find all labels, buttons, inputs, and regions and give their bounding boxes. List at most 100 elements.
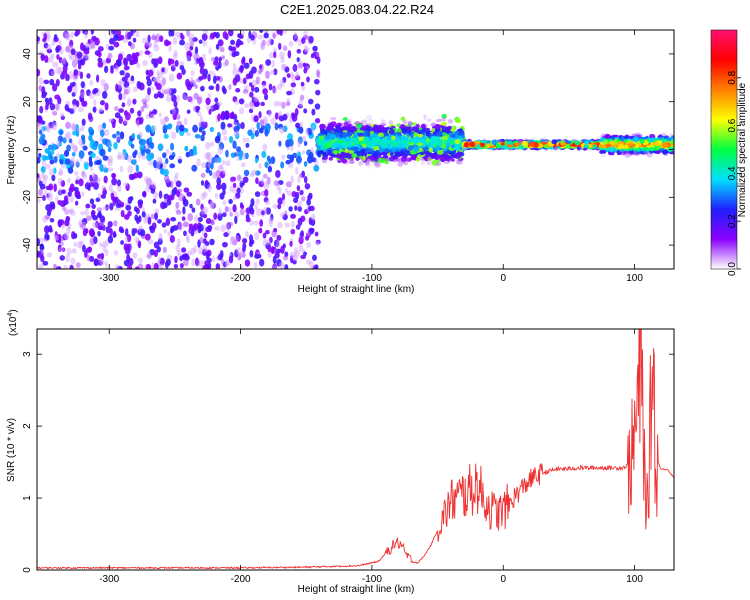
heatmap-cell (147, 34, 151, 43)
heatmap-cell (200, 180, 205, 186)
heatmap-cell (273, 227, 278, 233)
heatmap-cell (206, 152, 213, 161)
heatmap-cell (66, 226, 71, 235)
heatmap-cell (111, 173, 116, 179)
heatmap-cell (436, 161, 442, 167)
heatmap-cell (46, 48, 53, 54)
heatmap-cell (157, 72, 164, 79)
heatmap-cell (232, 68, 238, 76)
heatmap-cell (357, 132, 365, 138)
heatmap-cell (368, 118, 374, 124)
heatmap-cell (159, 162, 164, 169)
heatmap-cell (263, 206, 268, 216)
heatmap-cell (202, 244, 208, 253)
heatmap-cell (102, 245, 107, 253)
heatmap-cell (310, 53, 315, 59)
heatmap-cell (267, 252, 272, 258)
heatmap-cell (172, 36, 178, 45)
heatmap-cell (172, 53, 178, 60)
heatmap-cell (215, 102, 220, 111)
heatmap-cell (113, 34, 119, 42)
heatmap-cell (284, 187, 289, 193)
heatmap-cell (64, 104, 69, 112)
heatmap-cell (199, 66, 205, 75)
heatmap-cell (202, 213, 208, 219)
heatmap-cell (38, 152, 42, 158)
heatmap-cell (229, 185, 234, 192)
heatmap-cell (88, 228, 95, 237)
heatmap-cell (44, 123, 51, 131)
heatmap-cell (173, 263, 179, 269)
heatmap-cell (57, 233, 62, 240)
heatmap-cell (142, 190, 147, 198)
heatmap-cell (209, 141, 215, 147)
heatmap-cell (134, 236, 140, 243)
heatmap-cell (271, 264, 277, 269)
heatmap-cell (197, 246, 204, 255)
heatmap-cell (45, 185, 52, 191)
heatmap-cell (171, 94, 177, 103)
heatmap-cell (101, 185, 106, 191)
heatmap-cell (123, 88, 129, 95)
heatmap-cell (136, 62, 141, 69)
heatmap-cell (351, 126, 356, 131)
heatmap-cell (347, 131, 353, 137)
heatmap-cell (89, 40, 96, 49)
heatmap-cell (300, 215, 306, 222)
heatmap-cell (189, 96, 194, 104)
heatmap-cell (193, 223, 199, 231)
heatmap-cell (100, 252, 105, 260)
heatmap-cell (285, 181, 292, 188)
heatmap-cell (303, 67, 308, 74)
heatmap-cell (297, 176, 301, 184)
heatmap-cell (167, 231, 172, 237)
heatmap-cell (217, 212, 223, 221)
heatmap-cell (240, 65, 244, 74)
heatmap-cell (145, 40, 150, 47)
heatmap-cell (202, 238, 207, 244)
heatmap-cell (391, 146, 397, 153)
heatmap-cell (129, 107, 135, 114)
heatmap-cell (144, 176, 149, 183)
heatmap-cell (137, 257, 143, 264)
heatmap-cell (168, 58, 175, 65)
heatmap-cell (149, 113, 156, 120)
heatmap-cell (435, 154, 441, 160)
heatmap-cell (85, 54, 90, 61)
heatmap-cell (268, 236, 273, 244)
heatmap-cell (440, 158, 445, 162)
heatmap-cell (310, 227, 315, 233)
y-tick-label: 0 (22, 567, 33, 573)
heatmap-cell (266, 155, 271, 162)
heatmap-cell (235, 232, 241, 240)
heatmap-cell (397, 157, 402, 163)
heatmap-cell (99, 109, 105, 115)
heatmap-cell (284, 66, 290, 73)
heatmap-cell (219, 46, 225, 53)
heatmap-cell (359, 160, 365, 165)
heatmap-cell (300, 230, 304, 237)
snr-series-line (37, 329, 674, 570)
heatmap-cell (92, 174, 98, 183)
heatmap-cell (335, 125, 341, 130)
heatmap-cell (81, 137, 86, 145)
heatmap-cell (111, 120, 116, 129)
heatmap-x-ticks: -300 -200 -100 0 100 (99, 30, 643, 284)
heatmap-cell (154, 58, 159, 66)
heatmap-cell (194, 84, 198, 89)
heatmap-cell (303, 44, 308, 53)
heatmap-cell (447, 119, 454, 124)
heatmap-cell (210, 219, 215, 226)
heatmap-cell (76, 70, 82, 76)
heatmap-cell (669, 133, 673, 139)
heatmap-cell (56, 54, 60, 60)
heatmap-cell (202, 191, 208, 198)
heatmap-cell (272, 204, 278, 209)
heatmap-cell (88, 42, 93, 50)
heatmap-cell (600, 137, 604, 143)
heatmap-cell (131, 174, 136, 180)
heatmap-cell (70, 123, 77, 131)
heatmap-cell (266, 40, 271, 47)
heatmap-cell (62, 206, 66, 212)
heatmap-cell (265, 229, 270, 235)
